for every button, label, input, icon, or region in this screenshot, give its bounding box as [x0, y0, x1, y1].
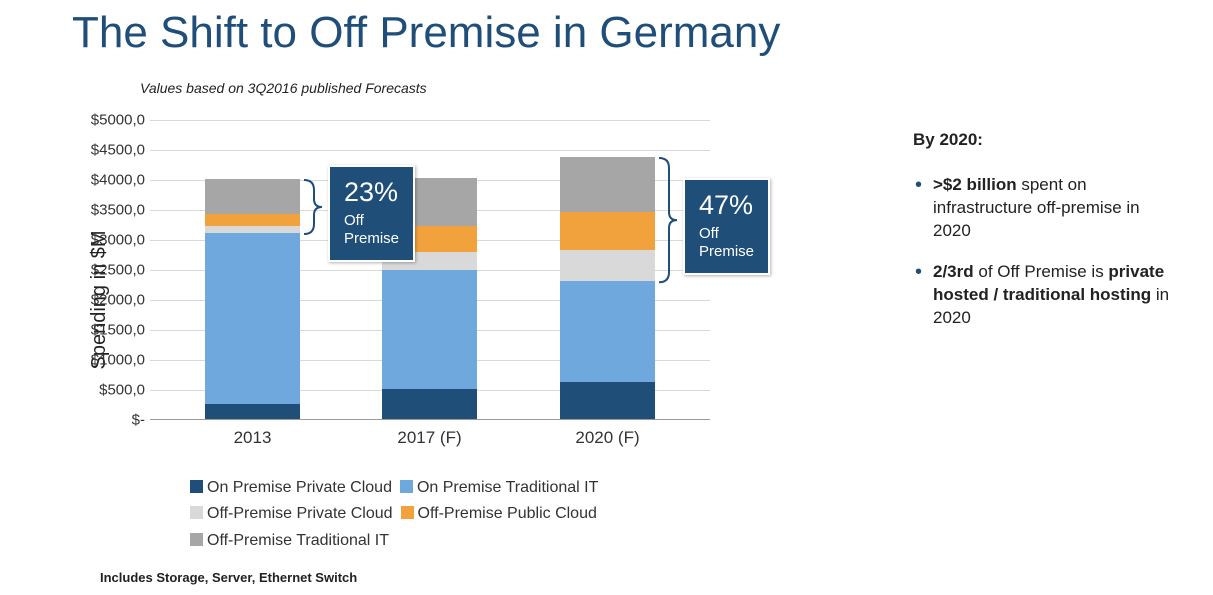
callout-sub: OffPremise — [699, 225, 754, 261]
slide-title: The Shift to Off Premise in Germany — [72, 8, 780, 58]
legend-item: On Premise Traditional IT — [400, 475, 598, 501]
side-bullet: 2/3rd of Off Premise is private hosted /… — [913, 261, 1173, 330]
side-bullet: >$2 billion spent on infrastructure off-… — [913, 174, 1173, 243]
callout-sub: OffPremise — [344, 212, 399, 248]
y-tick-label: $2000,0 — [65, 292, 145, 309]
callout-box: 23% OffPremise — [328, 165, 415, 262]
bar-segment — [560, 212, 655, 250]
y-tick-label: $1500,0 — [65, 322, 145, 339]
legend-item: Off-Premise Private Cloud — [190, 501, 393, 527]
x-tick-label: 2013 — [205, 428, 300, 448]
bar-segment — [560, 250, 655, 281]
bar-segment — [205, 233, 300, 404]
callout-percent: 23% — [344, 177, 399, 208]
legend-swatch — [190, 506, 203, 519]
legend-label: Off-Premise Private Cloud — [207, 505, 393, 522]
y-tick-label: $500,0 — [65, 382, 145, 399]
legend-item: Off-Premise Public Cloud — [401, 501, 597, 527]
bar-segment — [205, 404, 300, 419]
callout-bracket — [302, 180, 324, 234]
callout-percent: 47% — [699, 190, 754, 221]
gridline — [150, 120, 710, 121]
bar-segment — [205, 214, 300, 226]
bar-segment — [205, 179, 300, 214]
y-tick-label: $3000,0 — [65, 232, 145, 249]
callout-bracket — [657, 158, 679, 282]
side-panel: By 2020: >$2 billion spent on infrastruc… — [913, 130, 1173, 348]
callout-box: 47% OffPremise — [683, 178, 770, 275]
bar-segment — [560, 157, 655, 212]
chart: $-$500,0$1000,0$1500,0$2000,0$2500,0$300… — [150, 120, 710, 450]
bar-segment — [560, 281, 655, 382]
side-bullets: >$2 billion spent on infrastructure off-… — [913, 174, 1173, 330]
legend-label: On Premise Private Cloud — [207, 479, 392, 496]
y-tick-label: $- — [65, 412, 145, 429]
y-tick-label: $1000,0 — [65, 352, 145, 369]
bar-segment — [382, 270, 477, 389]
legend: On Premise Private Cloud On Premise Tradi… — [190, 475, 810, 554]
y-tick-label: $2500,0 — [65, 262, 145, 279]
legend-label: On Premise Traditional IT — [417, 479, 598, 496]
y-tick-label: $5000,0 — [65, 112, 145, 129]
legend-label: Off-Premise Traditional IT — [207, 532, 389, 549]
legend-item: On Premise Private Cloud — [190, 475, 392, 501]
legend-swatch — [400, 480, 413, 493]
x-tick-label: 2017 (F) — [382, 428, 477, 448]
legend-swatch — [190, 480, 203, 493]
x-tick-label: 2020 (F) — [560, 428, 655, 448]
legend-swatch — [190, 533, 203, 546]
y-tick-label: $3500,0 — [65, 202, 145, 219]
y-tick-label: $4000,0 — [65, 172, 145, 189]
y-tick-label: $4500,0 — [65, 142, 145, 159]
legend-swatch — [401, 506, 414, 519]
bar-segment — [382, 389, 477, 419]
gridline — [150, 150, 710, 151]
plot-area: $-$500,0$1000,0$1500,0$2000,0$2500,0$300… — [150, 120, 710, 420]
side-heading: By 2020: — [913, 130, 1173, 150]
bar-segment — [560, 382, 655, 419]
legend-label: Off-Premise Public Cloud — [418, 505, 597, 522]
footnote: Includes Storage, Server, Ethernet Switc… — [100, 570, 357, 585]
legend-item: Off-Premise Traditional IT — [190, 528, 389, 554]
bar-segment — [205, 226, 300, 233]
slide-subtitle: Values based on 3Q2016 published Forecas… — [140, 80, 427, 96]
